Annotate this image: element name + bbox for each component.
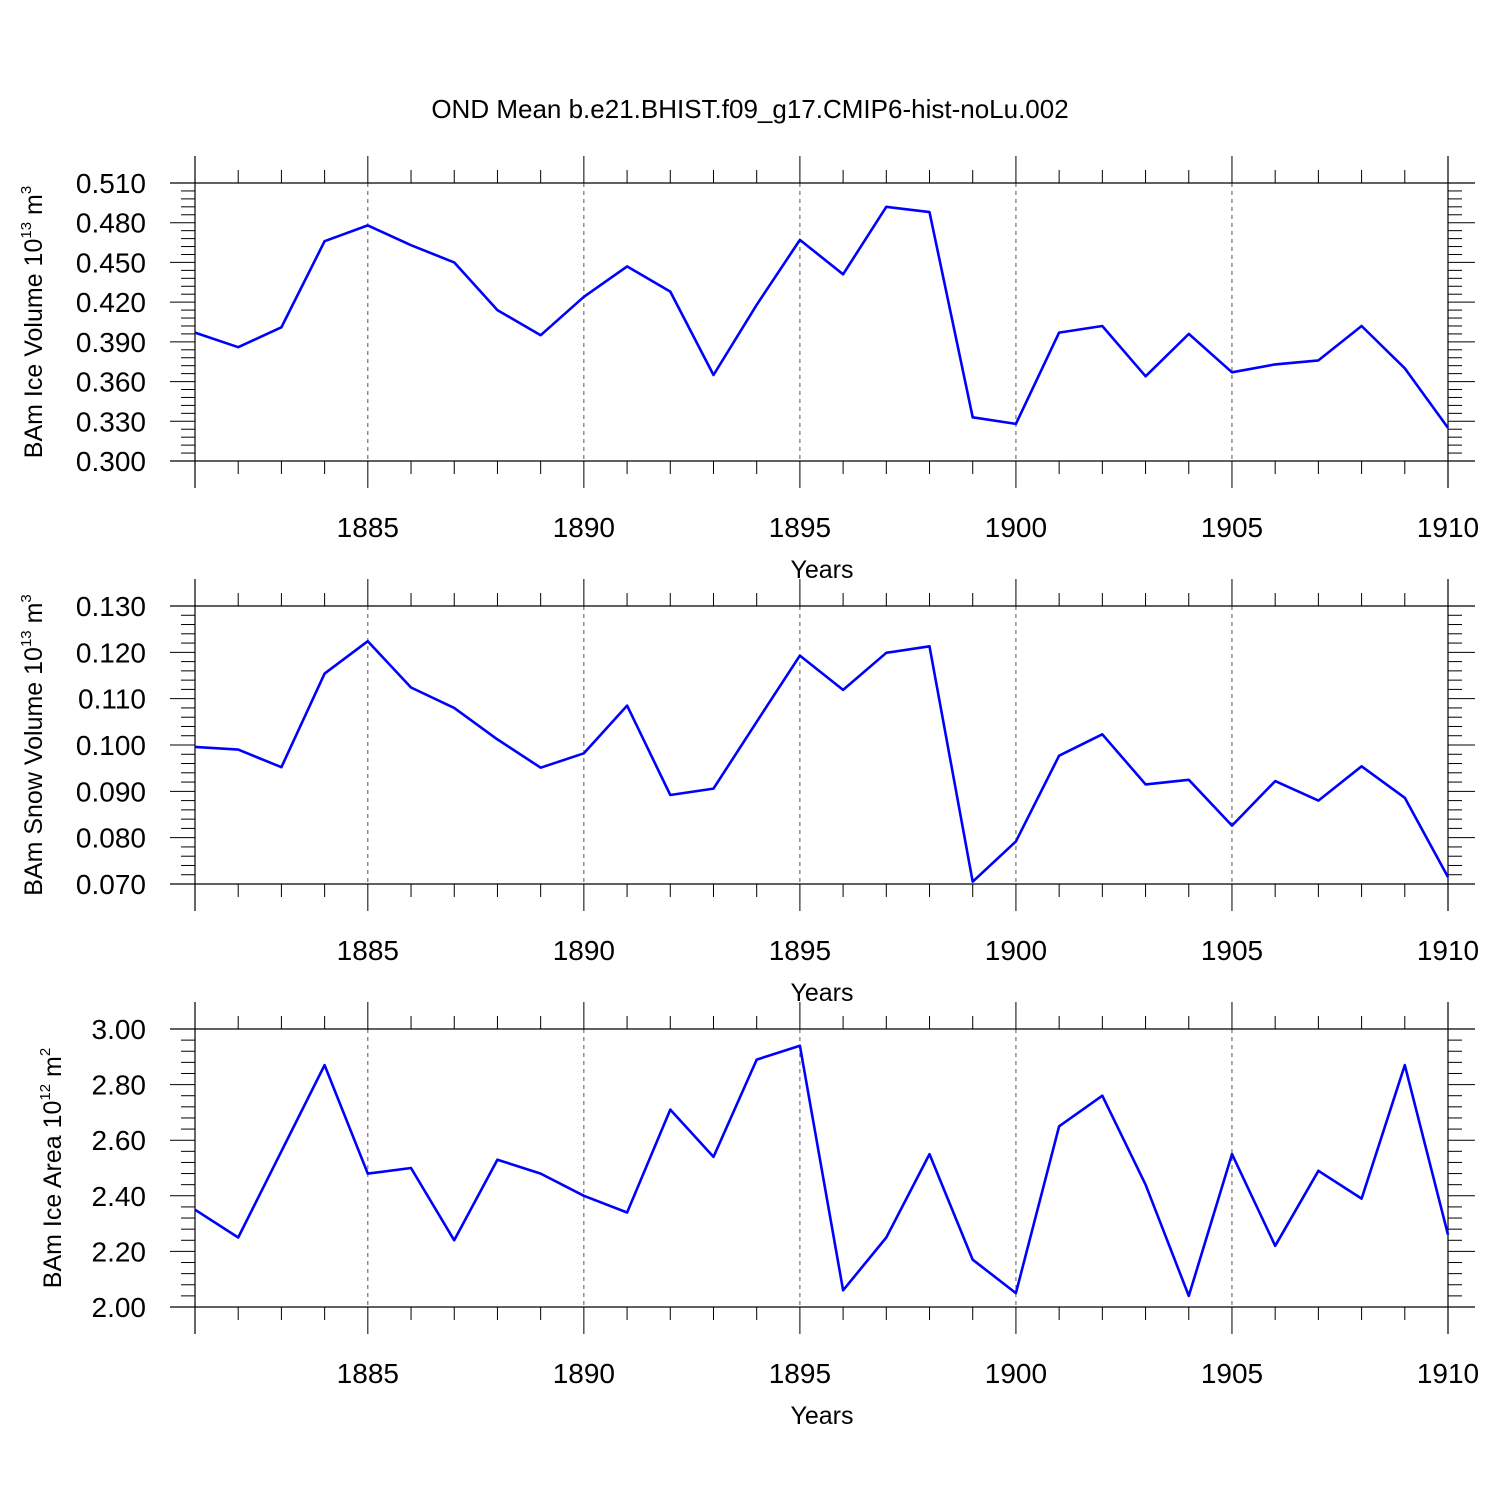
x-tick-label: 1900 bbox=[985, 512, 1047, 543]
x-tick-label: 1905 bbox=[1201, 1358, 1263, 1389]
y-tick-label: 0.450 bbox=[76, 247, 146, 278]
y-axis-label-unit-exp: 3 bbox=[18, 594, 35, 602]
data-line bbox=[194, 1044, 1450, 1298]
y-tick-label: 0.480 bbox=[76, 208, 146, 239]
panel-2: 1885 1890 1895 1900 1905 1910 Years 0.070 0.080 0… bbox=[18, 579, 1479, 1007]
panels: 1885 1890 1895 1900 1905 1910 Years 0.300 0.330 0… bbox=[18, 156, 1479, 1430]
x-tick-label: 1910 bbox=[1417, 512, 1479, 543]
x-tick-label: 1905 bbox=[1201, 935, 1263, 966]
x-tick-label: 1910 bbox=[1417, 935, 1479, 966]
y-tick-label: 0.360 bbox=[76, 367, 146, 398]
y-axis-label-unit-exp: 2 bbox=[37, 1048, 54, 1056]
x-tick-label: 1900 bbox=[985, 1358, 1047, 1389]
y-tick-label: 3.00 bbox=[92, 1014, 147, 1045]
y-tick-label: 0.330 bbox=[76, 406, 146, 437]
panel-3: 1885 1890 1895 1900 1905 1910 Years 2.00 2.20 2.4… bbox=[37, 1002, 1479, 1430]
x-tick-label: 1905 bbox=[1201, 512, 1263, 543]
x-axis-label: Years bbox=[790, 979, 853, 1007]
x-axis-label: Years bbox=[790, 1402, 853, 1430]
x-tick-label: 1885 bbox=[337, 512, 399, 543]
y-axis-label: BAm Snow Volume 1013 m3 bbox=[18, 594, 48, 896]
y-tick-label: 0.300 bbox=[76, 446, 146, 477]
y-axis-label-unit: m bbox=[20, 603, 48, 631]
y-tick-label: 2.80 bbox=[92, 1070, 147, 1101]
y-tick-label: 0.120 bbox=[76, 637, 146, 668]
y-axis-label: BAm Ice Volume 1013 m3 bbox=[18, 186, 48, 458]
x-tick-label: 1895 bbox=[769, 1358, 831, 1389]
y-tick-label: 0.420 bbox=[76, 287, 146, 318]
y-tick-label: 2.60 bbox=[92, 1125, 147, 1156]
x-tick-label: 1890 bbox=[553, 512, 615, 543]
y-axis-label: BAm Ice Area 1012 m2 bbox=[37, 1048, 67, 1288]
y-axis-label-unit: m bbox=[39, 1056, 67, 1084]
figure-title: OND Mean b.e21.BHIST.f09_g17.CMIP6-hist-… bbox=[431, 94, 1068, 124]
x-tick-label: 1885 bbox=[337, 935, 399, 966]
x-tick-label: 1895 bbox=[769, 512, 831, 543]
y-axis-label-exp: 13 bbox=[18, 630, 35, 647]
y-tick-label: 0.080 bbox=[76, 823, 146, 854]
x-tick-label: 1885 bbox=[337, 1358, 399, 1389]
data-line bbox=[194, 639, 1450, 884]
panel-1: 1885 1890 1895 1900 1905 1910 Years 0.300 0.330 0… bbox=[18, 156, 1479, 584]
x-tick-label: 1895 bbox=[769, 935, 831, 966]
y-tick-label: 0.130 bbox=[76, 591, 146, 622]
y-tick-label: 0.100 bbox=[76, 730, 146, 761]
x-tick-label: 1900 bbox=[985, 935, 1047, 966]
y-tick-label: 0.390 bbox=[76, 327, 146, 358]
y-tick-label: 0.090 bbox=[76, 776, 146, 807]
y-tick-label: 0.070 bbox=[76, 869, 146, 900]
y-axis-label-main: BAm Ice Volume 10 bbox=[20, 239, 48, 459]
y-tick-label: 2.40 bbox=[92, 1181, 147, 1212]
x-tick-label: 1890 bbox=[553, 935, 615, 966]
y-tick-label: 2.00 bbox=[92, 1292, 147, 1323]
y-axis-label-unit-exp: 3 bbox=[18, 186, 35, 194]
x-tick-label: 1910 bbox=[1417, 1358, 1479, 1389]
y-tick-label: 0.510 bbox=[76, 168, 146, 199]
y-axis-label-main: BAm Snow Volume 10 bbox=[20, 647, 48, 896]
y-axis-label-exp: 12 bbox=[37, 1084, 54, 1101]
y-axis-label-exp: 13 bbox=[18, 222, 35, 239]
y-axis-label-unit: m bbox=[20, 194, 48, 222]
y-tick-label: 0.110 bbox=[78, 684, 146, 715]
x-axis-label: Years bbox=[790, 556, 853, 584]
data-line bbox=[194, 205, 1450, 429]
y-tick-label: 2.20 bbox=[92, 1236, 147, 1267]
y-axis-label-main: BAm Ice Area 10 bbox=[39, 1101, 67, 1289]
x-tick-label: 1890 bbox=[553, 1358, 615, 1389]
